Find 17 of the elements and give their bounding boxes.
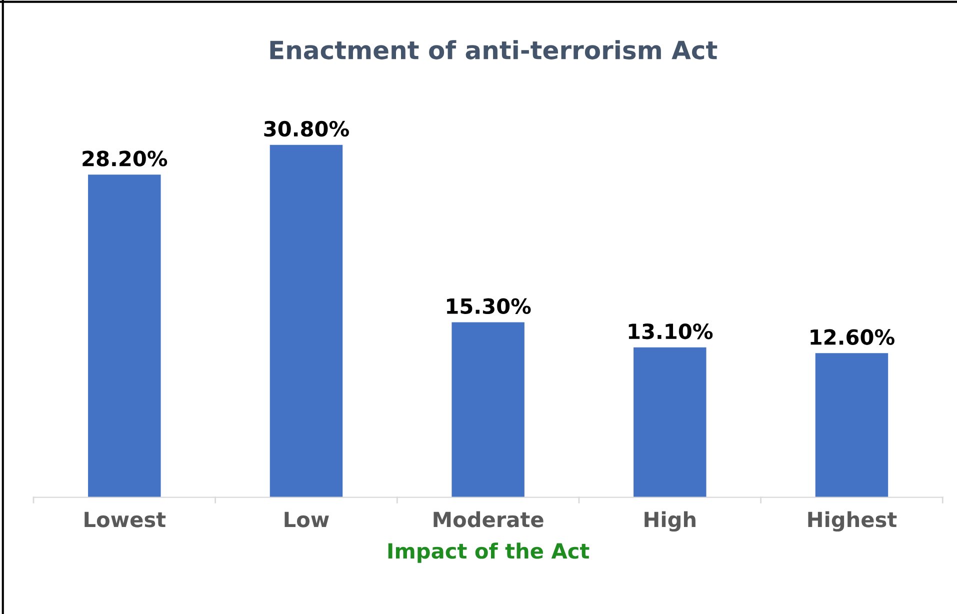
data-label: 28.20% bbox=[82, 150, 168, 166]
data-label: 13.10% bbox=[628, 323, 713, 340]
x-tick-label: Highest bbox=[808, 511, 897, 532]
data-label: 30.80% bbox=[264, 120, 349, 137]
bar bbox=[270, 144, 343, 498]
bar bbox=[815, 353, 888, 498]
x-tick-label: Moderate bbox=[434, 511, 544, 528]
x-tick-label: High bbox=[644, 511, 696, 532]
data-label: 12.60% bbox=[810, 329, 894, 345]
x-tick-label: Low bbox=[284, 512, 329, 528]
chart-title: Enactment of anti-terrorism Act bbox=[270, 40, 718, 60]
bar bbox=[88, 174, 161, 498]
bar bbox=[452, 322, 524, 498]
x-tick-label: Lowest bbox=[84, 512, 166, 528]
data-label: 15.30% bbox=[447, 298, 531, 314]
bar bbox=[634, 347, 706, 498]
x-axis-title: Impact of the Act bbox=[388, 542, 590, 563]
